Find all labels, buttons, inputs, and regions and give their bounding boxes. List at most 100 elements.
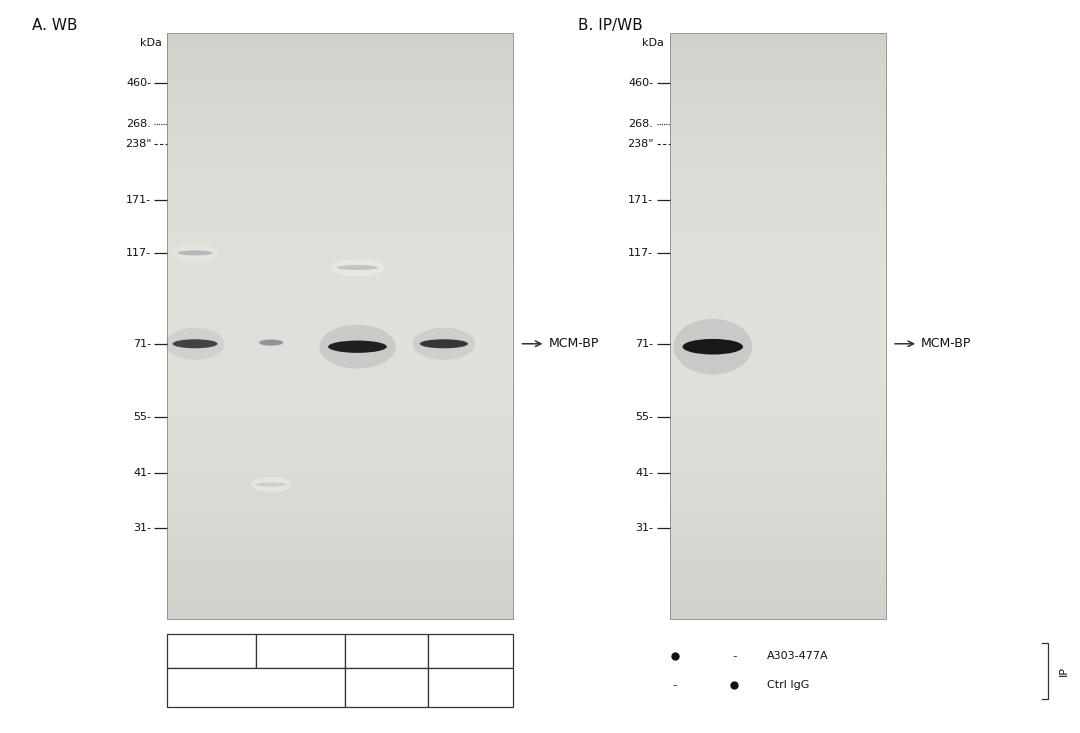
Bar [670,202,886,209]
Bar [167,224,513,231]
Bar [167,356,513,363]
Bar [167,202,513,209]
Bar [670,282,886,290]
Bar [167,246,513,253]
Bar [670,143,886,150]
Bar [167,70,513,77]
Bar [167,605,513,612]
Bar [670,502,886,509]
Bar [670,275,886,282]
Bar [167,40,513,48]
Text: 50: 50 [378,645,394,658]
Text: 50: 50 [203,645,220,658]
Bar [167,326,513,334]
Ellipse shape [337,265,378,270]
Bar [167,539,513,546]
Bar [167,575,513,583]
Bar [670,216,886,224]
Bar [670,568,886,575]
Bar [670,392,886,399]
Text: A. WB: A. WB [32,18,78,33]
Ellipse shape [251,477,292,492]
Bar [167,304,513,312]
Bar [167,99,513,106]
Bar [167,399,513,407]
Bar [670,290,886,297]
Bar [670,473,886,480]
Bar [167,92,513,99]
Ellipse shape [320,325,395,369]
Text: J: J [469,682,472,694]
Bar [670,180,886,187]
Bar [670,414,886,421]
Bar [670,356,886,363]
Text: -: - [732,649,737,663]
Bar [167,84,513,92]
Bar [167,334,513,341]
Bar [670,399,886,407]
Bar [167,77,513,84]
Bar [670,421,886,429]
Bar [670,121,886,128]
Bar [670,546,886,553]
Bar [167,407,513,414]
Bar [345,668,428,707]
Bar [167,33,513,40]
Bar [167,231,513,238]
Bar [167,282,513,290]
Bar [167,55,513,62]
Bar [670,370,886,377]
Bar [670,224,886,231]
Ellipse shape [420,339,468,348]
Text: T: T [382,682,390,694]
Bar [670,165,886,172]
Text: 171-: 171- [629,195,653,205]
Bar [670,77,886,84]
Bar [670,231,886,238]
Bar [167,524,513,531]
Bar [167,158,513,165]
Text: HeLa: HeLa [241,682,271,694]
Bar [167,238,513,246]
Text: 238": 238" [124,139,151,150]
Bar [428,668,513,707]
Text: 55-: 55- [133,412,151,422]
Bar [167,260,513,268]
Text: 55-: 55- [635,412,653,422]
Bar [670,465,886,473]
Bar [167,385,513,392]
Bar [167,568,513,575]
Ellipse shape [173,244,217,262]
Text: 71-: 71- [635,339,653,349]
Bar [670,297,886,304]
Bar [670,187,886,194]
Ellipse shape [413,328,475,360]
Bar [167,443,513,451]
Text: MCM-BP: MCM-BP [921,337,972,350]
Bar [167,458,513,465]
Bar [167,106,513,114]
Text: 460-: 460- [126,78,151,88]
Bar [167,275,513,282]
Bar [670,377,886,385]
Bar [167,370,513,377]
Text: A303-477A: A303-477A [767,651,828,661]
Bar [670,99,886,106]
Text: 41-: 41- [133,468,151,478]
Bar [670,597,886,605]
Bar [167,114,513,121]
Bar [167,473,513,480]
Bar [670,92,886,99]
Bar [670,341,886,348]
Bar [670,531,886,539]
Bar [167,590,513,597]
Bar [167,517,513,524]
Text: 50: 50 [462,645,478,658]
Bar [167,194,513,202]
Bar [670,238,886,246]
Bar [167,377,513,385]
Bar [167,421,513,429]
Bar [670,209,886,216]
Bar [167,268,513,275]
Bar [670,517,886,524]
